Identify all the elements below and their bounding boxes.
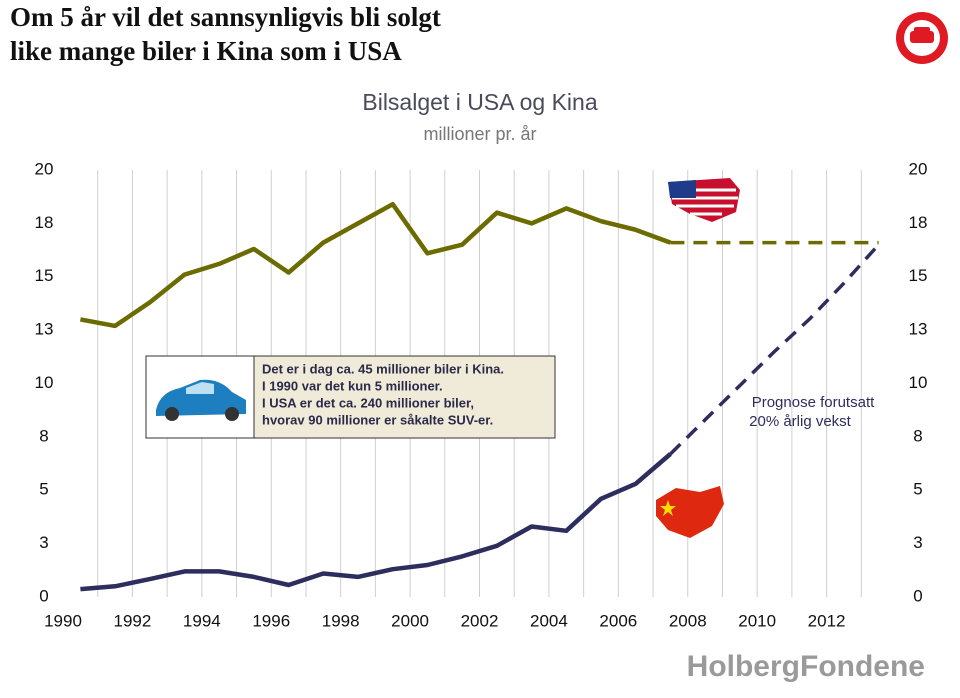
- line-series: [79, 201, 672, 329]
- annotation: Prognose forutsatt: [752, 394, 875, 411]
- y-tick-label: 5: [39, 480, 48, 499]
- x-tick-label: 2006: [599, 611, 637, 630]
- x-tick-label: 2004: [530, 611, 568, 630]
- logo: HolbergFondene: [687, 650, 925, 683]
- y2-tick-label: 5: [913, 480, 922, 499]
- x-tick-label: 2002: [461, 611, 499, 630]
- y2-tick-label: 13: [909, 320, 928, 339]
- china-flag: [656, 486, 724, 538]
- x-tick-label: 2000: [391, 611, 429, 630]
- x-tick-label: 1996: [252, 611, 290, 630]
- y2-tick-label: 20: [909, 159, 928, 178]
- y2-tick-label: 10: [909, 373, 928, 392]
- annotation: 20% årlig vekst: [749, 413, 852, 430]
- line-series: [669, 243, 880, 456]
- page-title: like mange biler i Kina som i USA: [10, 36, 402, 66]
- y-tick-label: 0: [39, 586, 48, 605]
- x-tick-label: 2008: [669, 611, 707, 630]
- annotation: hvorav 90 millioner er såkalte SUV-er.: [262, 412, 493, 427]
- chart-subtitle: millioner pr. år: [423, 124, 536, 144]
- y2-tick-label: 3: [913, 533, 922, 552]
- annotation-box: [253, 355, 556, 439]
- x-tick-label: 2012: [808, 611, 846, 630]
- y-tick-label: 10: [35, 373, 54, 392]
- line-series: [80, 452, 672, 592]
- annotation: Det er i dag ca. 45 millioner biler i Ki…: [262, 361, 504, 376]
- y2-tick-label: 0: [913, 586, 922, 605]
- x-tick-label: 2010: [738, 611, 776, 630]
- icon: [896, 12, 948, 64]
- y2-tick-label: 8: [913, 426, 922, 445]
- car-image: [145, 355, 255, 439]
- page-title: Om 5 år vil det sannsynligvis bli solgt: [10, 2, 441, 32]
- x-tick-label: 1994: [183, 611, 221, 630]
- annotation: I 1990 var det kun 5 millioner.: [262, 378, 443, 393]
- y2-tick-label: 15: [909, 266, 928, 285]
- x-tick-label: 1998: [322, 611, 360, 630]
- x-tick-label: 1990: [44, 611, 82, 630]
- y-tick-label: 8: [39, 426, 48, 445]
- annotation: I USA er det ca. 240 millioner biler,: [262, 395, 474, 410]
- y2-tick-label: 18: [909, 213, 928, 232]
- y-tick-label: 13: [35, 320, 54, 339]
- y-tick-label: 20: [35, 159, 54, 178]
- x-tick-label: 1992: [114, 611, 152, 630]
- chart-title: Bilsalget i USA og Kina: [362, 89, 597, 115]
- y-tick-label: 3: [39, 533, 48, 552]
- usa-flag: [668, 178, 740, 222]
- y-tick-label: 15: [35, 266, 54, 285]
- y-tick-label: 18: [35, 213, 54, 232]
